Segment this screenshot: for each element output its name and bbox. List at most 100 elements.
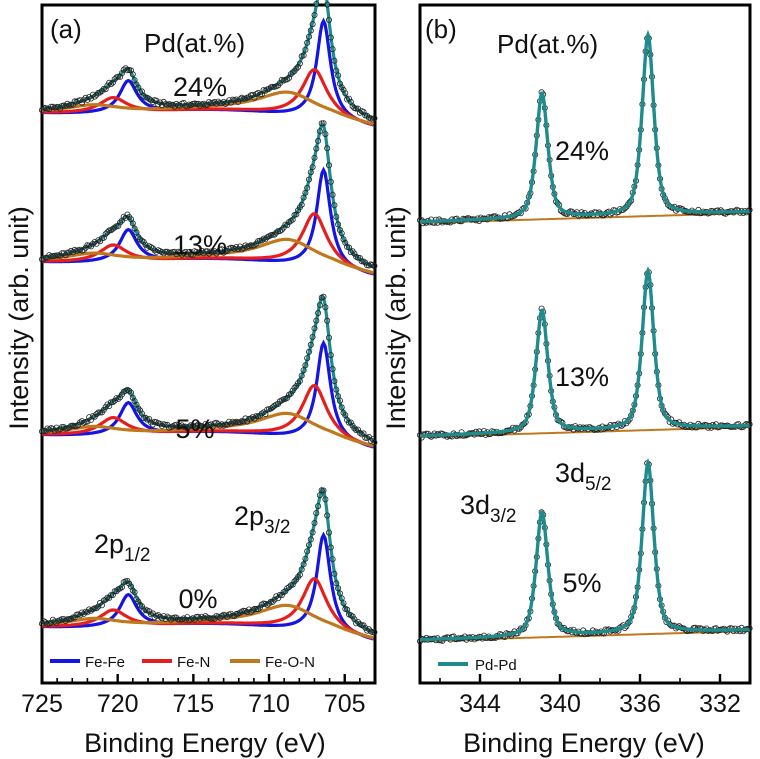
spectrum-label-13pct: 13% bbox=[173, 230, 227, 260]
data-point bbox=[316, 128, 323, 135]
data-point bbox=[146, 96, 153, 103]
data-point bbox=[91, 93, 98, 100]
data-point bbox=[271, 596, 278, 603]
peak-label-2p1-2: 2p1/2 bbox=[94, 529, 150, 566]
data-point bbox=[284, 394, 291, 401]
data-point bbox=[200, 100, 207, 107]
spectrum-label-5pct: 5% bbox=[562, 568, 601, 598]
data-point bbox=[353, 105, 360, 112]
data-point bbox=[137, 601, 144, 608]
data-point bbox=[111, 588, 118, 595]
data-point bbox=[236, 419, 243, 426]
data-point bbox=[247, 608, 254, 615]
data-point bbox=[209, 423, 216, 430]
x-tick-label: 725 bbox=[21, 690, 63, 718]
data-point bbox=[238, 246, 245, 253]
data-point bbox=[184, 425, 191, 432]
data-point bbox=[336, 397, 343, 404]
data-point bbox=[275, 595, 282, 602]
data-point bbox=[162, 421, 169, 428]
data-point bbox=[213, 250, 220, 257]
data-point bbox=[307, 27, 314, 34]
data-points bbox=[39, 487, 378, 636]
data-point bbox=[307, 341, 314, 348]
data-point bbox=[196, 422, 203, 429]
data-point bbox=[95, 603, 102, 610]
data-point bbox=[335, 585, 342, 592]
data-point bbox=[356, 254, 363, 261]
pd-pd-fit-curve bbox=[420, 29, 750, 224]
data-point bbox=[287, 71, 294, 78]
data-point bbox=[340, 86, 347, 93]
data-point bbox=[305, 33, 312, 40]
data-point bbox=[305, 348, 312, 355]
panel-b-ylabel: Intensity (arb. unit) bbox=[381, 206, 411, 430]
data-point bbox=[307, 169, 314, 176]
data-point bbox=[84, 609, 91, 616]
data-point bbox=[262, 236, 269, 243]
x-tick-label: 332 bbox=[699, 690, 741, 718]
data-point bbox=[216, 246, 223, 253]
data-point bbox=[304, 355, 311, 362]
data-point bbox=[325, 162, 332, 169]
data-point bbox=[313, 317, 320, 324]
data-point bbox=[215, 613, 222, 620]
data-point bbox=[55, 103, 62, 110]
pd-pd-fit-curve bbox=[420, 266, 750, 438]
x-tick-label: 715 bbox=[173, 690, 215, 718]
data-point bbox=[155, 101, 162, 108]
data-point bbox=[131, 589, 138, 596]
data-point bbox=[247, 415, 254, 422]
data-point bbox=[184, 103, 191, 110]
data-point bbox=[196, 615, 203, 622]
data-point bbox=[106, 227, 113, 234]
data-point bbox=[109, 592, 116, 599]
data-point bbox=[300, 561, 307, 568]
data-point bbox=[331, 570, 338, 577]
data-point bbox=[149, 99, 156, 106]
legend-entry-fe-fe: Fe-Fe bbox=[85, 654, 125, 671]
pd-pd-fit-curve bbox=[420, 458, 750, 642]
peak-label-2p3-2: 2p3/2 bbox=[234, 501, 290, 538]
data-point bbox=[258, 237, 265, 244]
data-point bbox=[311, 154, 318, 161]
data-point bbox=[282, 588, 289, 595]
data-point bbox=[231, 245, 238, 252]
data-point bbox=[329, 191, 336, 198]
data-point bbox=[236, 609, 243, 616]
panel-b: 24% 13% 5% 3d3/2 3d5/2 344 340 336 332 Pd-Pd bbox=[416, 3, 753, 718]
data-point bbox=[218, 100, 225, 107]
data-point bbox=[129, 587, 136, 594]
data-point bbox=[287, 217, 294, 224]
data-point bbox=[364, 627, 371, 634]
data-point bbox=[73, 98, 80, 105]
data-point bbox=[89, 91, 96, 98]
data-point bbox=[182, 423, 189, 430]
data-point bbox=[93, 605, 100, 612]
data-point bbox=[42, 105, 49, 112]
data-point bbox=[296, 377, 303, 384]
data-point bbox=[320, 293, 327, 300]
data-point bbox=[79, 99, 86, 106]
data-point bbox=[331, 57, 338, 64]
data-point bbox=[138, 237, 145, 244]
data-point bbox=[189, 251, 196, 258]
data-point bbox=[309, 164, 316, 171]
data-point bbox=[142, 241, 149, 248]
panel-b-frame bbox=[418, 3, 752, 685]
data-point bbox=[285, 74, 292, 81]
data-point bbox=[360, 108, 367, 115]
data-point bbox=[175, 616, 182, 623]
data-point bbox=[220, 422, 227, 429]
data-point bbox=[265, 85, 272, 92]
data-point bbox=[331, 202, 338, 209]
data-point bbox=[140, 92, 147, 99]
data-point bbox=[354, 426, 361, 433]
data-point bbox=[298, 372, 305, 379]
data-point bbox=[117, 219, 124, 226]
data-point bbox=[298, 566, 305, 573]
data-point bbox=[335, 221, 342, 228]
data-point bbox=[180, 615, 187, 622]
data-point bbox=[111, 224, 118, 231]
legend-a: Fe-Fe Fe-N Fe-O-N bbox=[50, 654, 315, 671]
